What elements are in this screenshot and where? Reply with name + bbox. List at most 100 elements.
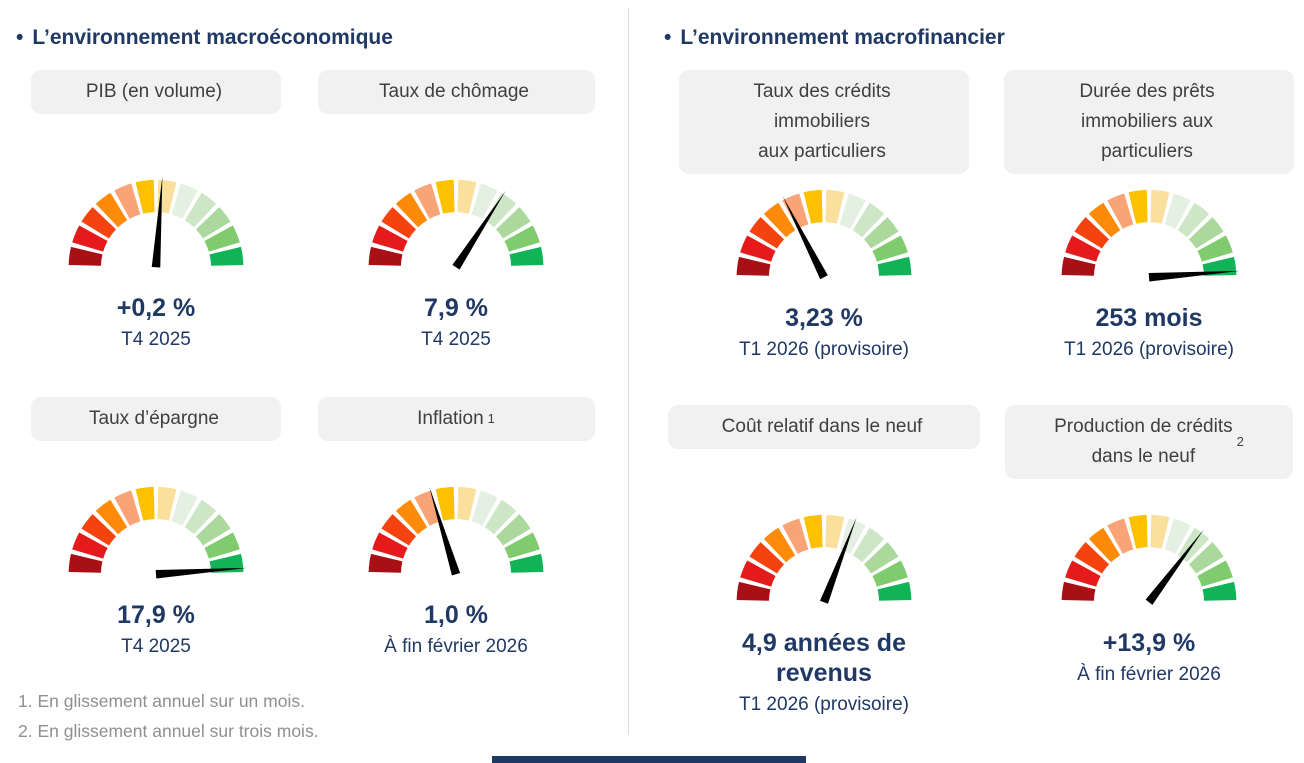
gauge-segment [395, 499, 428, 535]
gauge-segment [114, 490, 141, 526]
kpi-label: Coût relatif dans le neuf [721, 416, 923, 437]
gauge-segment [414, 490, 441, 526]
kpi-period: T1 2026 (provisoire) [738, 339, 910, 360]
gauge-chart [368, 486, 544, 576]
gauge-segment [114, 183, 141, 219]
gauge-segment [204, 532, 240, 559]
section-macrofinancier: • L’environnement macrofinancier Taux des… [628, 0, 1304, 763]
gauge-segment [825, 189, 845, 224]
gauge-chart [1061, 514, 1237, 605]
gauge-segment [381, 207, 417, 239]
gauge-segment [1197, 560, 1233, 587]
section-macroeconomique: • L’environnement macroéconomique PIB (en… [0, 0, 628, 763]
gauge-segment [504, 532, 540, 559]
gauge-segment [68, 246, 103, 266]
gauge-segment [863, 217, 899, 249]
gauge-segment [204, 225, 240, 252]
gauge-segment [81, 207, 117, 239]
gauge-segment [782, 193, 809, 229]
gauge-segment [68, 553, 103, 573]
gauge-segment [740, 235, 776, 262]
gauge-grid-right: Taux des crédits immobiliers aux particu… [664, 70, 1304, 718]
gauge-segment [1088, 202, 1121, 238]
gauge-segment [457, 179, 477, 214]
gauge-segment [72, 225, 108, 252]
gauge-needle [429, 487, 461, 576]
gauge-segment [184, 192, 217, 228]
gauge-segment [135, 486, 155, 521]
gauge-segment [852, 527, 885, 563]
gauge-segment [872, 560, 908, 587]
gauge-segment [803, 189, 823, 224]
kpi-label-pill: Durée des prêts immobiliers aux particul… [1004, 70, 1294, 174]
gauge-segment [1061, 256, 1096, 276]
gauge-segment [872, 235, 908, 262]
gauge-chart [736, 514, 912, 604]
kpi-period: À fin février 2026 [384, 636, 528, 657]
gauge-chart [68, 176, 244, 268]
gauge-segment [195, 514, 231, 546]
kpi-card-epargne: Taux d’épargne 17,9 % T4 2025 [16, 397, 296, 660]
gauge-chart [68, 486, 247, 579]
gauge-segment [1088, 527, 1121, 563]
gauge-segment [471, 183, 498, 219]
gauge-segment [209, 553, 244, 573]
gauge-segment [1202, 581, 1237, 601]
gauge-segment [435, 179, 455, 214]
kpi-label-pill: Production de crédits dans le neuf 2 [1005, 405, 1293, 479]
gauge-segment [839, 193, 866, 229]
gauge-needle [151, 176, 163, 268]
gauge-segment [877, 256, 912, 276]
gauge-segment [736, 256, 771, 276]
gauge-segment [509, 553, 544, 573]
kpi-period: T4 2025 [121, 636, 191, 657]
kpi-card-production-credits: Production de crédits dans le neuf 2 +13,… [984, 405, 1304, 718]
kpi-label-pill: Taux de chômage [317, 70, 595, 114]
section-title-text: L’environnement macrofinancier [680, 26, 1005, 49]
gauge-segment [1128, 514, 1148, 549]
kpi-label: Taux d’épargne [89, 408, 219, 429]
gauge-segment [95, 192, 128, 228]
gauge-segment [72, 532, 108, 559]
kpi-period: T1 2026 (provisoire) [738, 694, 910, 715]
kpi-period: T4 2025 [421, 329, 491, 350]
kpi-label-pill: Coût relatif dans le neuf [668, 405, 980, 449]
gauge-segment [1061, 581, 1096, 601]
gauge-segment [157, 486, 177, 521]
gauge-segment [171, 183, 198, 219]
kpi-label-pill: Taux des crédits immobiliers aux particu… [679, 70, 969, 174]
kpi-value: 253 mois [1095, 304, 1203, 332]
kpi-period: T4 2025 [121, 329, 191, 350]
kpi-label: PIB (en volume) [85, 81, 223, 102]
gauge-grid-left: PIB (en volume) +0,2 % T4 2025 Taux de c… [16, 70, 628, 660]
gauge-segment [81, 514, 117, 546]
gauge-segment [484, 499, 517, 535]
gauge-segment [1164, 518, 1191, 554]
kpi-label: Production de crédits dans le neuf [1054, 416, 1233, 467]
gauge-segment [395, 192, 428, 228]
gauge-segment [1074, 542, 1110, 574]
gauge-segment [435, 486, 455, 521]
section-title-macroeconomique: • L’environnement macroéconomique [16, 26, 628, 50]
gauge-segment [782, 518, 809, 554]
kpi-card-chomage: Taux de chômage 7,9 % T4 2025 [296, 70, 616, 353]
gauge-segment [135, 179, 155, 214]
gauge-segment [1107, 193, 1134, 229]
kpi-period: T1 2026 (provisoire) [1063, 339, 1235, 360]
kpi-value: +13,9 % [1102, 629, 1196, 657]
gauge-segment [171, 490, 198, 526]
kpi-label-pill: PIB (en volume) [31, 70, 281, 114]
gauge-segment [763, 202, 796, 238]
kpi-label-pill: Taux d’épargne [31, 397, 281, 441]
gauge-segment [372, 225, 408, 252]
column-divider [628, 8, 629, 735]
gauge-needle [782, 195, 828, 280]
gauge-segment [749, 542, 785, 574]
section-title-macrofinancier: • L’environnement macrofinancier [664, 26, 1304, 50]
kpi-value: 4,9 années de revenus [742, 629, 906, 687]
kpi-card-cout-relatif: Coût relatif dans le neuf 4,9 années de … [664, 405, 984, 718]
gauge-segment [1197, 235, 1233, 262]
gauge-segment [457, 486, 477, 521]
kpi-value: 7,9 % [424, 294, 488, 322]
footnotes: 1. En glissement annuel sur un mois. 2. … [18, 686, 628, 746]
